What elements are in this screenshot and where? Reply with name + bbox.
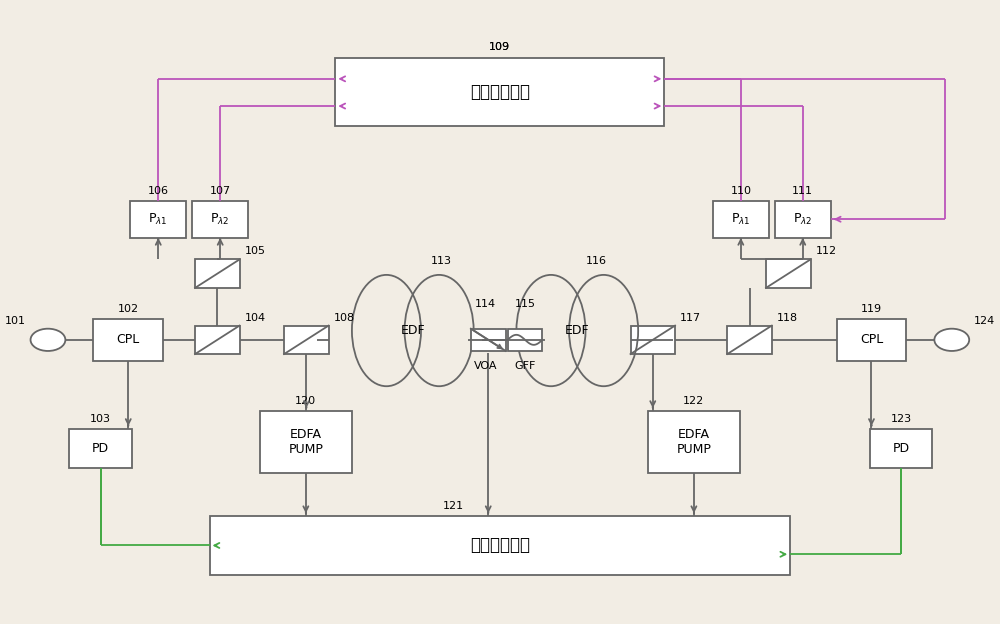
Text: P$_{\lambda1}$: P$_{\lambda1}$	[148, 212, 168, 227]
Text: 108: 108	[333, 313, 355, 323]
Text: 110: 110	[730, 186, 751, 196]
FancyBboxPatch shape	[260, 411, 352, 473]
FancyBboxPatch shape	[775, 201, 831, 238]
Text: 101: 101	[5, 316, 26, 326]
FancyBboxPatch shape	[192, 201, 248, 238]
Text: VOA: VOA	[474, 361, 497, 371]
Text: 114: 114	[475, 299, 496, 309]
Text: 116: 116	[586, 256, 607, 266]
FancyBboxPatch shape	[727, 326, 772, 354]
FancyBboxPatch shape	[195, 260, 240, 288]
Text: P$_{\lambda2}$: P$_{\lambda2}$	[210, 212, 230, 227]
Text: 121: 121	[443, 501, 464, 511]
Text: 112: 112	[815, 246, 836, 256]
Text: 控制回路模块: 控制回路模块	[470, 537, 530, 555]
Text: EDF: EDF	[400, 324, 425, 337]
FancyBboxPatch shape	[284, 326, 329, 354]
Text: 107: 107	[210, 186, 231, 196]
Circle shape	[31, 329, 65, 351]
Text: 118: 118	[777, 313, 798, 323]
Text: 103: 103	[90, 414, 111, 424]
Circle shape	[934, 329, 969, 351]
FancyBboxPatch shape	[837, 319, 906, 361]
FancyBboxPatch shape	[195, 326, 240, 354]
Text: 102: 102	[118, 304, 139, 314]
FancyBboxPatch shape	[130, 201, 186, 238]
Text: EDFA
PUMP: EDFA PUMP	[288, 428, 323, 456]
Text: 117: 117	[680, 313, 701, 323]
Text: 124: 124	[974, 316, 995, 326]
Text: 105: 105	[244, 246, 265, 256]
FancyBboxPatch shape	[631, 326, 675, 354]
Text: CPL: CPL	[860, 333, 883, 346]
FancyBboxPatch shape	[93, 319, 163, 361]
Text: 123: 123	[890, 414, 912, 424]
Text: 119: 119	[861, 304, 882, 314]
Text: GFF: GFF	[514, 361, 536, 371]
Text: 122: 122	[683, 396, 705, 406]
Text: 115: 115	[515, 299, 536, 309]
Text: EDFA
PUMP: EDFA PUMP	[676, 428, 711, 456]
Text: 120: 120	[295, 396, 316, 406]
FancyBboxPatch shape	[870, 429, 932, 468]
FancyBboxPatch shape	[508, 329, 542, 351]
Text: PD: PD	[92, 442, 109, 455]
Text: PD: PD	[892, 442, 910, 455]
Text: 109: 109	[489, 42, 510, 52]
FancyBboxPatch shape	[471, 329, 506, 351]
Text: 111: 111	[792, 186, 813, 196]
FancyBboxPatch shape	[766, 260, 811, 288]
FancyBboxPatch shape	[335, 59, 664, 127]
Text: 109: 109	[489, 42, 510, 52]
Text: P$_{\lambda1}$: P$_{\lambda1}$	[731, 212, 751, 227]
Text: 104: 104	[244, 313, 266, 323]
FancyBboxPatch shape	[713, 201, 769, 238]
Text: P$_{\lambda2}$: P$_{\lambda2}$	[793, 212, 812, 227]
FancyBboxPatch shape	[210, 516, 790, 575]
Text: 106: 106	[148, 186, 169, 196]
Text: 数据分析模块: 数据分析模块	[470, 84, 530, 102]
FancyBboxPatch shape	[648, 411, 740, 473]
Text: CPL: CPL	[117, 333, 140, 346]
Text: 113: 113	[431, 256, 452, 266]
Text: EDF: EDF	[565, 324, 590, 337]
FancyBboxPatch shape	[69, 429, 132, 468]
